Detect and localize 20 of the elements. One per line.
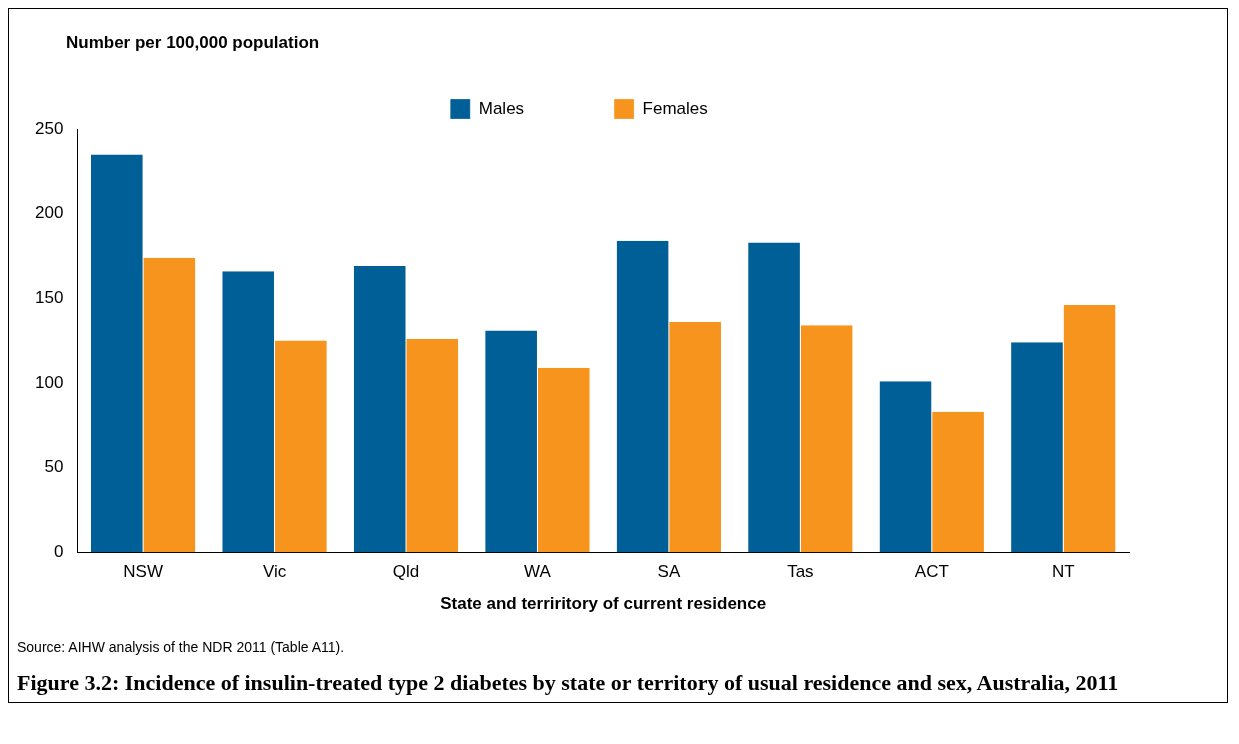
x-tick-label: ACT (914, 562, 949, 582)
y-tick-label: 200 (34, 203, 64, 223)
legend-label: Males (478, 98, 525, 118)
x-axis-title: State and terriritory of current residence (440, 594, 767, 614)
text: Figure 3.2: Incidence of insulin-treated type 2 diabetes by state or territory of usual residence and sex, Australia, 2011 (17, 669, 1120, 697)
y-tick-label: 150 (34, 287, 64, 307)
y-axis-title: Number per 100,000 population (66, 32, 320, 52)
x-tick-label: SA (657, 562, 681, 582)
x-tick-label: Qld (392, 562, 420, 582)
y-tick-label: 100 (34, 372, 64, 392)
x-tick-label: Tas (787, 562, 814, 582)
x-tick-label: WA (524, 562, 552, 582)
x-tick-label: NSW (123, 562, 163, 582)
y-tick-label: 250 (34, 118, 64, 138)
x-tick-label: Vic (262, 562, 287, 582)
legend-label: Females (642, 98, 708, 118)
y-tick-label: 50 (44, 457, 64, 477)
x-tick-label: NT (1051, 562, 1075, 582)
y-tick-label: 0 (53, 541, 64, 561)
source-note: Source: AIHW analysis of the NDR 2011 (Table A11). (17, 639, 346, 655)
